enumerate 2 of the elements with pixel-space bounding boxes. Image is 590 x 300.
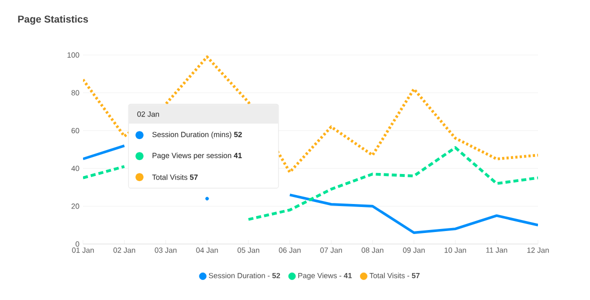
- line-series: [83, 55, 538, 174]
- chart-title: Page Statistics: [18, 15, 88, 25]
